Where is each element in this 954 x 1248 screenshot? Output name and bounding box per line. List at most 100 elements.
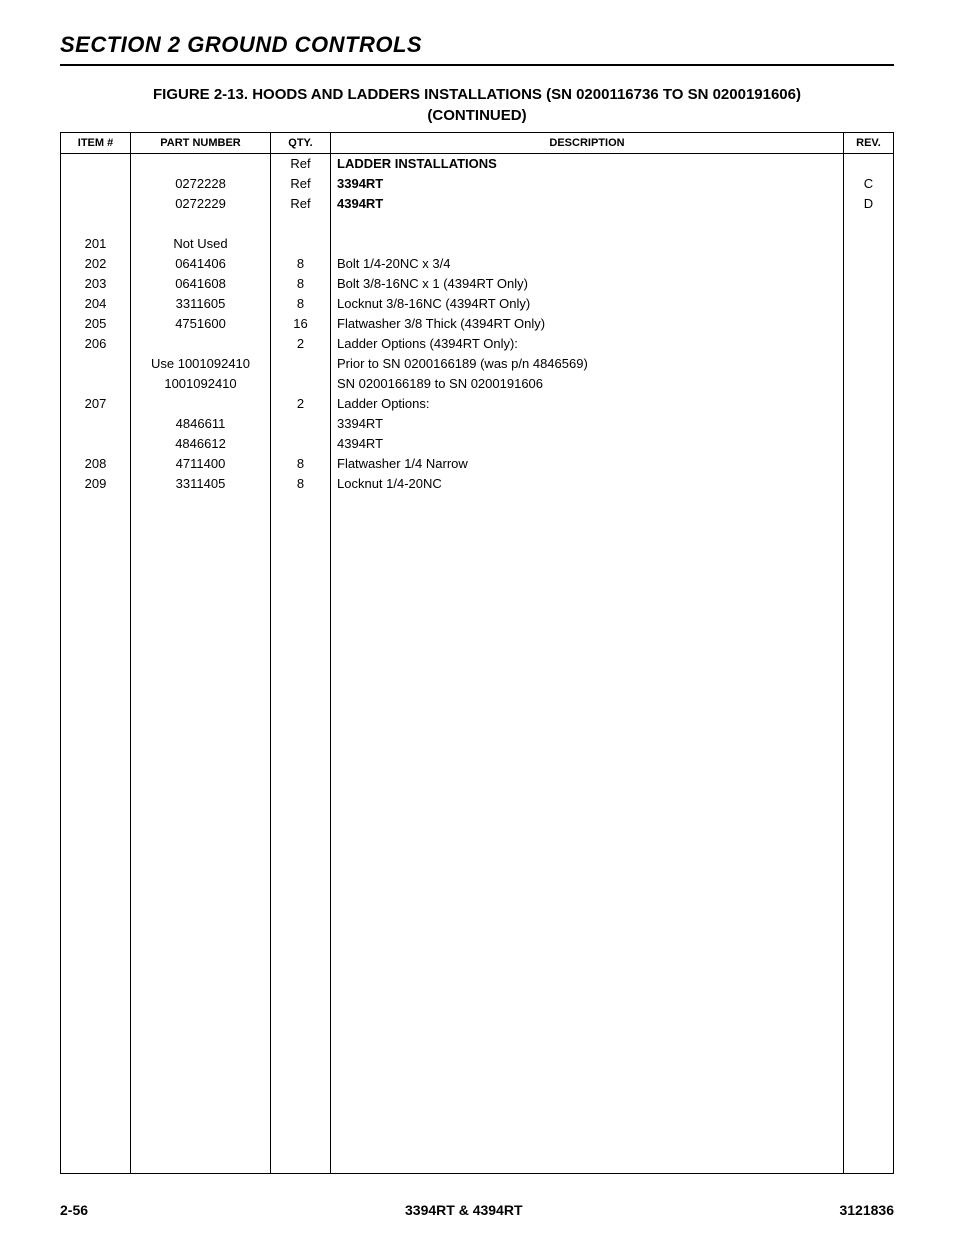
cell-qty: 8 [271, 274, 331, 294]
cell-item: 208 [61, 454, 131, 474]
cell-qty: 8 [271, 454, 331, 474]
table-body: RefLADDER INSTALLATIONS0272228Ref3394RTC… [61, 154, 894, 1174]
parts-table: ITEM # PART NUMBER QTY. DESCRIPTION REV.… [60, 132, 894, 1174]
cell-qty: Ref [271, 174, 331, 194]
cell-qty [271, 354, 331, 374]
section-header: SECTION 2 GROUND CONTROLS [60, 32, 894, 58]
cell-desc: 3394RT [331, 174, 844, 194]
cell-item: 204 [61, 294, 131, 314]
cell-part [131, 154, 271, 174]
cell-qty: 2 [271, 394, 331, 414]
footer-center: 3394RT & 4394RT [405, 1202, 523, 1218]
cell-rev [844, 254, 894, 274]
cell-item: 203 [61, 274, 131, 294]
cell-desc: Bolt 1/4-20NC x 3/4 [331, 254, 844, 274]
figure-title-line1: FIGURE 2-13. HOODS AND LADDERS INSTALLAT… [153, 86, 801, 103]
cell-rev [844, 474, 894, 494]
cell-desc: Flatwasher 3/8 Thick (4394RT Only) [331, 314, 844, 334]
cell-item [61, 434, 131, 454]
table-row: RefLADDER INSTALLATIONS [61, 154, 894, 174]
cell-desc: 4394RT [331, 194, 844, 214]
cell-part: Use 1001092410 [131, 354, 271, 374]
cell-qty: 8 [271, 294, 331, 314]
cell-rev [844, 454, 894, 474]
cell-qty [271, 434, 331, 454]
cell-qty: 8 [271, 474, 331, 494]
footer-left: 2-56 [60, 1202, 88, 1218]
section-divider [60, 64, 894, 66]
table-row: 20433116058Locknut 3/8-16NC (4394RT Only… [61, 294, 894, 314]
cell-part [131, 334, 271, 354]
col-header-desc: DESCRIPTION [331, 133, 844, 154]
cell-desc: Ladder Options (4394RT Only): [331, 334, 844, 354]
table-row: 1001092410 SN 0200166189 to SN 0200191606 [61, 374, 894, 394]
cell-rev [844, 334, 894, 354]
cell-rev: D [844, 194, 894, 214]
cell-desc: SN 0200166189 to SN 0200191606 [331, 374, 844, 394]
cell-desc [331, 234, 844, 254]
cell-rev [844, 394, 894, 414]
cell-rev [844, 294, 894, 314]
col-header-rev: REV. [844, 133, 894, 154]
cell-item: 206 [61, 334, 131, 354]
cell-part: 0272228 [131, 174, 271, 194]
cell-part: 3311405 [131, 474, 271, 494]
cell-rev: C [844, 174, 894, 194]
cell-part [131, 394, 271, 414]
cell-qty [271, 374, 331, 394]
cell-item: 201 [61, 234, 131, 254]
figure-title: FIGURE 2-13. HOODS AND LADDERS INSTALLAT… [60, 84, 894, 126]
cell-item [61, 354, 131, 374]
page-footer: 2-56 3394RT & 4394RT 3121836 [60, 1202, 894, 1218]
cell-rev [844, 434, 894, 454]
col-header-qty: QTY. [271, 133, 331, 154]
table-row: 205475160016Flatwasher 3/8 Thick (4394RT… [61, 314, 894, 334]
cell-item [61, 194, 131, 214]
cell-item [61, 154, 131, 174]
table-row: 20206414068Bolt 1/4-20NC x 3/4 [61, 254, 894, 274]
cell-rev [844, 354, 894, 374]
col-header-part: PART NUMBER [131, 133, 271, 154]
cell-desc: 4394RT [331, 434, 844, 454]
cell-desc: Prior to SN 0200166189 (was p/n 4846569) [331, 354, 844, 374]
cell-part: 0641406 [131, 254, 271, 274]
cell-part: Not Used [131, 234, 271, 254]
cell-rev [844, 274, 894, 294]
cell-part: 4751600 [131, 314, 271, 334]
cell-item [61, 174, 131, 194]
footer-right: 3121836 [839, 1202, 894, 1218]
cell-qty [271, 234, 331, 254]
table-row: 48466113394RT [61, 414, 894, 434]
table-row: 20306416088Bolt 3/8-16NC x 1 (4394RT Onl… [61, 274, 894, 294]
cell-item: 205 [61, 314, 131, 334]
table-row: Use 1001092410 Prior to SN 0200166189 (wa… [61, 354, 894, 374]
cell-item: 209 [61, 474, 131, 494]
cell-rev [844, 154, 894, 174]
cell-rev [844, 374, 894, 394]
cell-item [61, 414, 131, 434]
cell-part: 4846611 [131, 414, 271, 434]
cell-desc: Flatwasher 1/4 Narrow [331, 454, 844, 474]
cell-desc: Ladder Options: [331, 394, 844, 414]
table-row [61, 214, 894, 234]
cell-part: 0272229 [131, 194, 271, 214]
cell-desc: Locknut 3/8-16NC (4394RT Only) [331, 294, 844, 314]
cell-item [61, 374, 131, 394]
table-filler-row [61, 494, 894, 1174]
table-row: 20933114058Locknut 1/4-20NC [61, 474, 894, 494]
cell-desc: LADDER INSTALLATIONS [331, 154, 844, 174]
cell-rev [844, 234, 894, 254]
cell-rev [844, 314, 894, 334]
cell-item: 202 [61, 254, 131, 274]
figure-title-line2: (CONTINUED) [427, 107, 526, 124]
cell-part: 4846612 [131, 434, 271, 454]
col-header-item: ITEM # [61, 133, 131, 154]
cell-rev [844, 414, 894, 434]
cell-qty: 8 [271, 254, 331, 274]
cell-qty [271, 414, 331, 434]
cell-qty: Ref [271, 154, 331, 174]
cell-part: 4711400 [131, 454, 271, 474]
table-row: 20847114008Flatwasher 1/4 Narrow [61, 454, 894, 474]
table-row: 0272228Ref3394RTC [61, 174, 894, 194]
cell-part: 1001092410 [131, 374, 271, 394]
